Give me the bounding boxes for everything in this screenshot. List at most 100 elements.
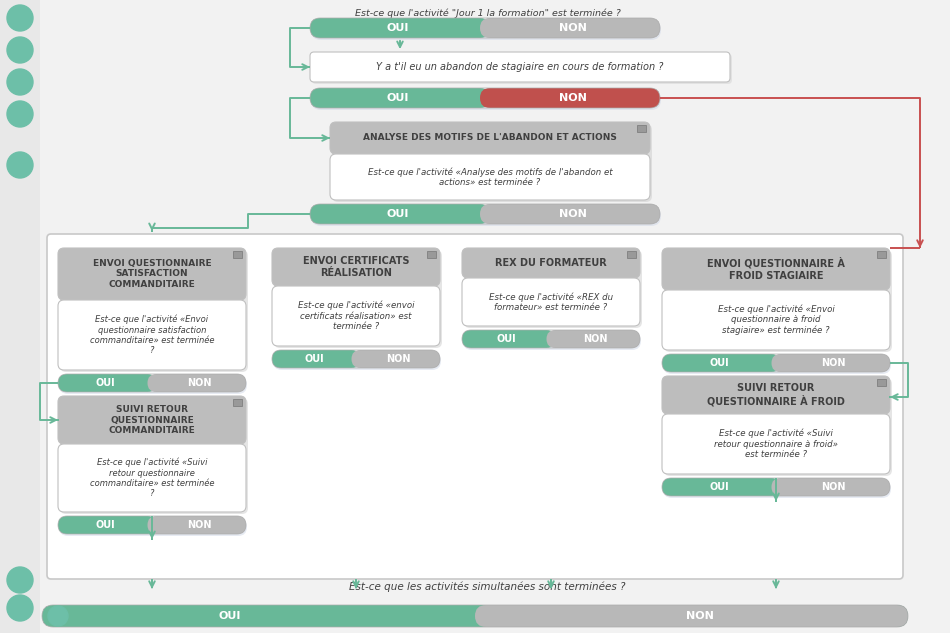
FancyBboxPatch shape: [352, 350, 440, 368]
FancyBboxPatch shape: [42, 605, 908, 627]
Text: NON: NON: [187, 378, 211, 388]
Circle shape: [7, 37, 33, 63]
FancyBboxPatch shape: [332, 124, 652, 202]
Bar: [233, 251, 242, 258]
Text: ANALYSE DES MOTIFS DE L'ABANDON ET ACTIONS: ANALYSE DES MOTIFS DE L'ABANDON ET ACTIO…: [363, 134, 617, 142]
Text: Est-ce que l'activité «Analyse des motifs de l'abandon et
actions» est terminée : Est-ce que l'activité «Analyse des motif…: [368, 167, 613, 187]
FancyBboxPatch shape: [330, 122, 650, 154]
FancyBboxPatch shape: [475, 605, 908, 627]
FancyBboxPatch shape: [662, 248, 890, 290]
Text: REX DU FORMATEUR: REX DU FORMATEUR: [495, 258, 607, 268]
Text: OUI: OUI: [387, 23, 408, 33]
Text: SUIVI RETOUR
QUESTIONNAIRE
COMMANDITAIRE: SUIVI RETOUR QUESTIONNAIRE COMMANDITAIRE: [108, 405, 196, 435]
Text: Y a t'il eu un abandon de stagiaire en cours de formation ?: Y a t'il eu un abandon de stagiaire en c…: [376, 62, 664, 72]
FancyBboxPatch shape: [310, 88, 490, 108]
FancyBboxPatch shape: [310, 204, 490, 224]
FancyBboxPatch shape: [311, 20, 661, 40]
FancyBboxPatch shape: [462, 278, 640, 326]
Text: ENVOI CERTIFICATS
RÉALISATION: ENVOI CERTIFICATS RÉALISATION: [303, 256, 409, 278]
FancyBboxPatch shape: [312, 54, 732, 84]
FancyBboxPatch shape: [546, 330, 640, 348]
Text: ENVOI QUESTIONNAIRE À
FROID STAGIAIRE: ENVOI QUESTIONNAIRE À FROID STAGIAIRE: [707, 258, 845, 280]
FancyBboxPatch shape: [272, 286, 440, 346]
FancyBboxPatch shape: [663, 356, 891, 374]
FancyBboxPatch shape: [663, 480, 891, 498]
Text: NON: NON: [386, 354, 410, 364]
FancyBboxPatch shape: [310, 18, 490, 38]
FancyBboxPatch shape: [60, 398, 248, 514]
Circle shape: [7, 595, 33, 621]
FancyBboxPatch shape: [58, 516, 157, 534]
Text: Est-ce que l'activité «Suivi
retour questionnaire
commanditaire» est terminée
?: Est-ce que l'activité «Suivi retour ques…: [89, 458, 215, 498]
Text: OUI: OUI: [710, 482, 729, 492]
FancyBboxPatch shape: [58, 374, 157, 392]
Text: ENVOI QUESTIONNAIRE
SATISFACTION
COMMANDITAIRE: ENVOI QUESTIONNAIRE SATISFACTION COMMAND…: [93, 259, 211, 289]
Text: Est-ce que l'activité «envoi
certificats réalisation» est
terminée ?: Est-ce que l'activité «envoi certificats…: [297, 301, 414, 331]
FancyBboxPatch shape: [462, 248, 640, 278]
FancyBboxPatch shape: [464, 250, 642, 328]
FancyBboxPatch shape: [59, 376, 247, 394]
Bar: [637, 125, 646, 132]
FancyBboxPatch shape: [662, 290, 890, 350]
FancyBboxPatch shape: [272, 350, 360, 368]
Text: Est-ce que l'activité «REX du
formateur» est terminée ?: Est-ce que l'activité «REX du formateur»…: [489, 292, 613, 312]
FancyBboxPatch shape: [480, 18, 660, 38]
FancyBboxPatch shape: [58, 396, 246, 444]
Circle shape: [7, 5, 33, 31]
Text: NON: NON: [187, 520, 211, 530]
FancyBboxPatch shape: [60, 250, 248, 372]
FancyBboxPatch shape: [771, 354, 890, 372]
Circle shape: [7, 101, 33, 127]
Bar: [877, 251, 886, 258]
Text: Est-ce que l'activité "Jour 1 la formation" est terminée ?: Est-ce que l'activité "Jour 1 la formati…: [355, 8, 621, 18]
Text: NON: NON: [686, 611, 714, 621]
Text: NON: NON: [821, 482, 846, 492]
Text: OUI: OUI: [304, 354, 324, 364]
Text: NON: NON: [821, 358, 846, 368]
FancyBboxPatch shape: [272, 248, 440, 286]
Text: OUI: OUI: [387, 209, 408, 219]
Text: OUI: OUI: [95, 520, 115, 530]
Text: OUI: OUI: [710, 358, 729, 368]
FancyBboxPatch shape: [664, 250, 892, 352]
FancyBboxPatch shape: [662, 414, 890, 474]
Text: NON: NON: [559, 209, 586, 219]
FancyBboxPatch shape: [771, 478, 890, 496]
Bar: [233, 399, 242, 406]
Text: NON: NON: [583, 334, 608, 344]
FancyBboxPatch shape: [480, 88, 660, 108]
Text: OUI: OUI: [387, 93, 408, 103]
FancyBboxPatch shape: [311, 90, 661, 110]
Text: Est-ce que l'activité «Suivi
retour questionnaire à froid»
est terminée ?: Est-ce que l'activité «Suivi retour ques…: [714, 429, 838, 459]
Circle shape: [7, 69, 33, 95]
FancyBboxPatch shape: [463, 332, 641, 350]
Text: OUI: OUI: [95, 378, 115, 388]
FancyBboxPatch shape: [58, 248, 246, 300]
FancyBboxPatch shape: [664, 378, 892, 476]
FancyBboxPatch shape: [480, 204, 660, 224]
Text: OUI: OUI: [497, 334, 516, 344]
Text: Est-ce que les activités simultanées sont terminées ?: Est-ce que les activités simultanées son…: [349, 582, 625, 592]
FancyBboxPatch shape: [662, 478, 781, 496]
FancyBboxPatch shape: [273, 352, 441, 370]
FancyBboxPatch shape: [47, 234, 903, 579]
Text: Est-ce que l'activité «Envoi
questionnaire à froid
stagiaire» est terminée ?: Est-ce que l'activité «Envoi questionnai…: [717, 304, 834, 335]
Circle shape: [48, 606, 68, 626]
FancyBboxPatch shape: [311, 206, 661, 226]
FancyBboxPatch shape: [147, 374, 246, 392]
Text: SUIVI RETOUR
QUESTIONNAIRE À FROID: SUIVI RETOUR QUESTIONNAIRE À FROID: [707, 384, 845, 406]
FancyBboxPatch shape: [274, 250, 442, 348]
Text: NON: NON: [559, 93, 586, 103]
FancyBboxPatch shape: [310, 52, 730, 82]
Text: NON: NON: [559, 23, 586, 33]
Circle shape: [7, 567, 33, 593]
Text: Est-ce que l'activité «Envoi
questionnaire satisfaction
commanditaire» est termi: Est-ce que l'activité «Envoi questionnai…: [89, 315, 215, 355]
FancyBboxPatch shape: [662, 376, 890, 414]
Bar: [0, 0, 40, 633]
Text: OUI: OUI: [218, 611, 241, 621]
FancyBboxPatch shape: [58, 444, 246, 512]
Bar: [877, 379, 886, 386]
Bar: [627, 251, 636, 258]
Bar: [427, 251, 436, 258]
FancyBboxPatch shape: [59, 518, 247, 536]
